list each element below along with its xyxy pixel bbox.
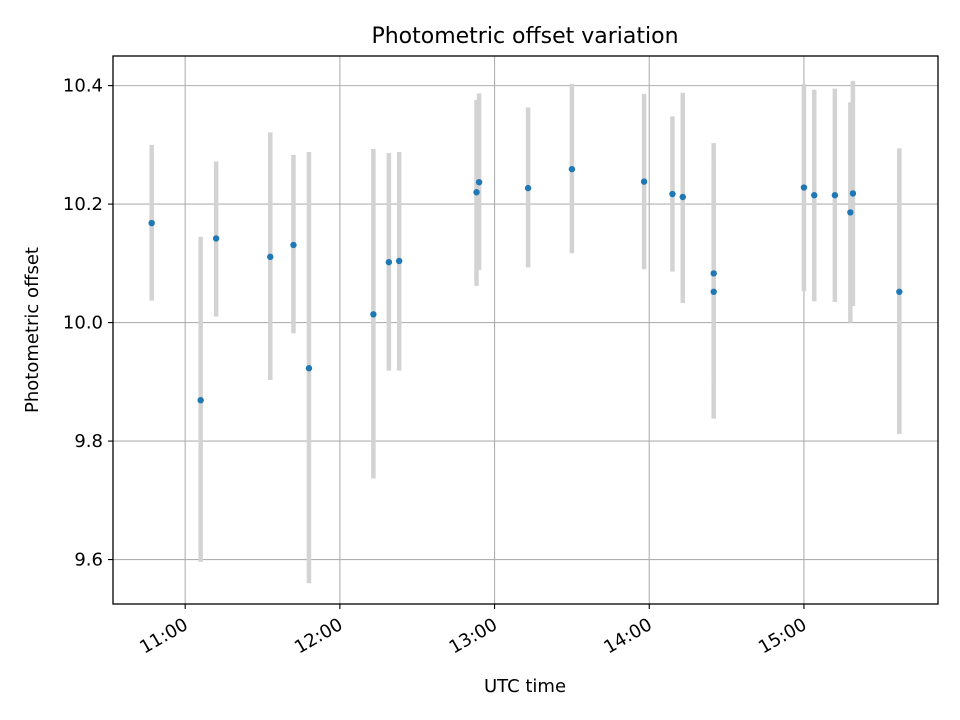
- data-point: [800, 184, 808, 191]
- data-point: [290, 241, 297, 249]
- data-point: [395, 257, 403, 265]
- y-tick-label: 10.4: [63, 76, 103, 97]
- data-point: [473, 189, 480, 196]
- y-tick-label: 10.2: [63, 194, 103, 215]
- data-point: [197, 397, 204, 404]
- data-point: [212, 235, 220, 242]
- data-point: [370, 311, 377, 318]
- data-point: [524, 184, 532, 192]
- data-point: [640, 178, 648, 185]
- data-point: [710, 288, 717, 295]
- y-axis-ticks: 9.6 9.8 10.0 10.2 10.4: [63, 76, 113, 571]
- data-point: [669, 190, 676, 198]
- data-point: [896, 288, 903, 295]
- y-tick-label: 9.6: [74, 550, 103, 571]
- y-axis-label: Photometric offset: [22, 247, 43, 413]
- plot-frame: [112, 55, 939, 605]
- data-point: [831, 192, 839, 199]
- y-tick-label: 10.0: [63, 313, 103, 334]
- data-point: [847, 209, 854, 216]
- data-point: [811, 192, 818, 199]
- data-point: [849, 190, 857, 197]
- plot-area-background: [113, 56, 938, 604]
- data-point: [385, 258, 393, 266]
- x-axis-label: UTC time: [484, 676, 566, 697]
- data-point: [710, 270, 717, 277]
- data-point: [568, 165, 576, 173]
- data-point: [679, 193, 686, 201]
- chart-title: Photometric offset variation: [371, 24, 678, 49]
- data-points: [148, 165, 903, 404]
- data-point: [148, 219, 155, 227]
- data-point: [267, 253, 274, 261]
- data-point: [475, 178, 483, 186]
- data-point: [305, 365, 313, 372]
- y-tick-label: 9.8: [74, 431, 103, 452]
